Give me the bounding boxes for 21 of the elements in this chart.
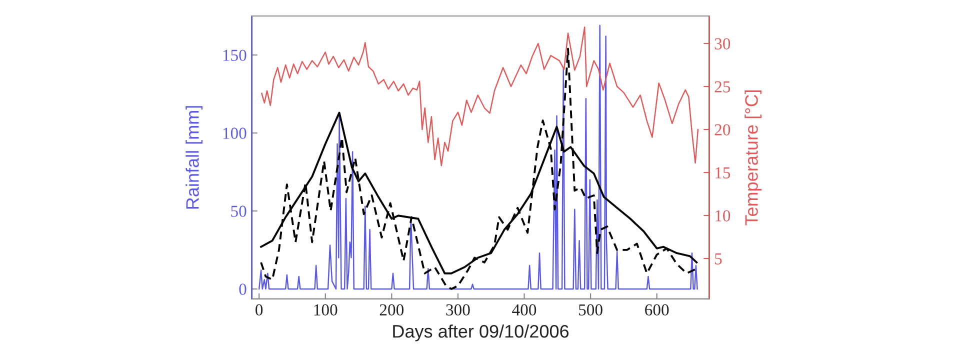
y2-tick-label: 10 [716, 210, 730, 222]
y2-axis-title: Temperature [°C] [744, 90, 762, 226]
y-tick-label: 50 [231, 206, 246, 217]
y-tick-label: 100 [223, 128, 246, 139]
y2-tick-label: 15 [716, 167, 730, 178]
y2-tick-label: 20 [714, 124, 730, 136]
y-tick-label: 150 [223, 50, 246, 61]
x-tick-label: 200 [380, 304, 404, 316]
y2-tick-label: 25 [714, 81, 730, 92]
x-axis-title: Days after 09/10/2006 [393, 324, 569, 342]
y-tick-label: 0 [239, 284, 246, 295]
y-axis-title: Rainfall [mm] [186, 106, 202, 209]
x-tick-label: 0 [256, 304, 263, 316]
x-tick-label: 300 [446, 304, 470, 316]
x-tick-label: 100 [314, 304, 338, 316]
y2-tick-label: 30 [714, 38, 730, 50]
line-series [261, 26, 699, 166]
x-tick-label: 600 [645, 304, 669, 316]
y2-tick-label: 5 [715, 253, 722, 264]
x-tick-label: 400 [512, 304, 536, 316]
x-tick-label: 500 [579, 304, 602, 316]
